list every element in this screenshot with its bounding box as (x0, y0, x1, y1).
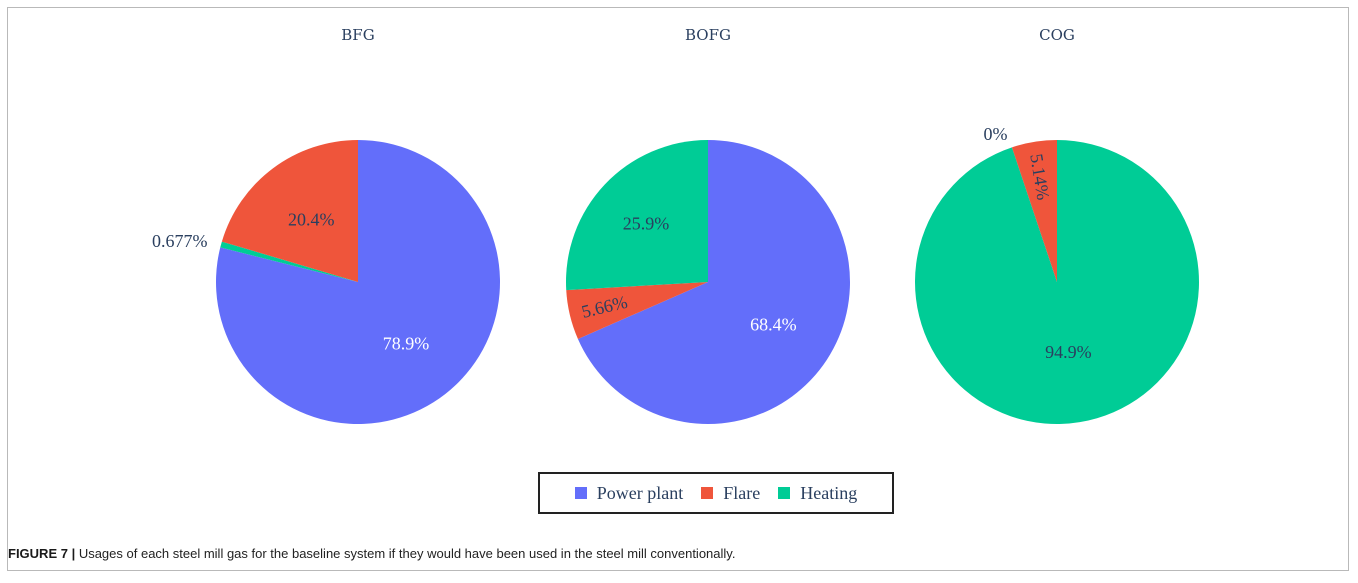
pie-label-bofg-power-plant: 68.4% (750, 315, 797, 335)
legend-label-flare: Flare (723, 482, 761, 503)
legend-swatch-power-plant (574, 487, 587, 499)
legend-item-heating: Heating (778, 483, 857, 504)
chart-frame (7, 7, 1349, 571)
pie-label-bofg-heating: 25.9% (623, 214, 670, 234)
pie-label-cog-power-plant: 0% (984, 124, 1008, 144)
pie-slice-bofg-heating (566, 140, 708, 291)
caption-text: Usages of each steel mill gas for the ba… (75, 546, 736, 561)
pie-slice-bofg-flare (566, 282, 708, 339)
legend-label-heating: Heating (800, 482, 858, 503)
pie-charts: BFG78.9%0.677%20.4%BOFG68.4%5.66%25.9%CO… (152, 26, 1199, 424)
legend: Power plant Flare Heating (538, 472, 894, 514)
pie-slice-bfg-flare (221, 140, 358, 282)
figure-caption: FIGURE 7 | Usages of each steel mill gas… (8, 546, 735, 561)
legend-swatch-flare (701, 487, 714, 499)
pie-label-cog-heating: 94.9% (1045, 342, 1092, 362)
pie-label-bfg-heating: 0.677% (152, 231, 208, 251)
pie-slice-bfg-heating (220, 241, 358, 282)
pie-label-bfg-power-plant: 78.9% (383, 334, 430, 354)
pie-slice-bofg-power-plant (577, 140, 850, 424)
legend-label-power-plant: Power plant (596, 482, 684, 503)
pie-title-bfg: BFG (341, 26, 374, 44)
pie-title-bofg: BOFG (685, 26, 731, 44)
legend-item-power-plant: Power plant (574, 482, 684, 504)
pie-label-bfg-flare: 20.4% (288, 209, 335, 229)
legend-item-flare: Flare (701, 483, 760, 504)
pie-title-cog: COG (1039, 26, 1075, 44)
figure-label: FIGURE 7 | (8, 546, 76, 561)
pie-slice-cog-flare (1011, 140, 1057, 282)
legend-swatch-heating (778, 487, 791, 499)
pie-slice-bfg-power-plant (215, 140, 500, 424)
